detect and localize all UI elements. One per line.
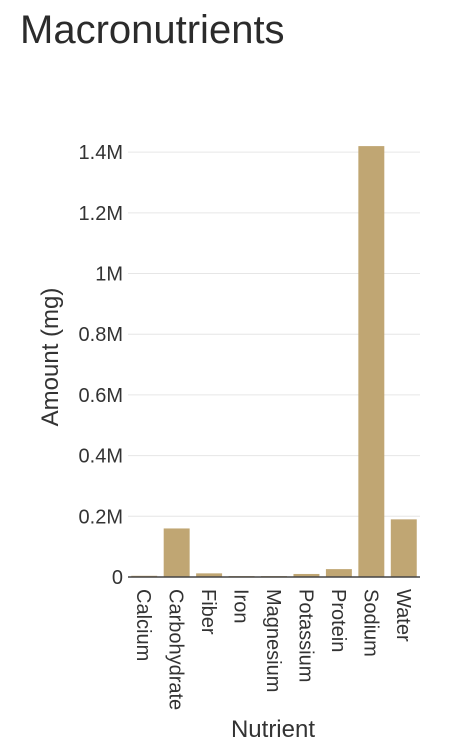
x-axis-title: Nutrient — [231, 716, 315, 743]
x-tick-label: Sodium — [359, 589, 381, 657]
y-tick-label: 0.6M — [79, 385, 123, 407]
bar-water[interactable] — [390, 519, 417, 577]
y-tick-label: 0.8M — [79, 324, 123, 346]
x-tick-label: Water — [392, 589, 414, 642]
y-tick-label: 0.2M — [79, 506, 123, 528]
bar-carbohydrate[interactable] — [163, 528, 190, 577]
x-tick-label: Calcium — [132, 589, 154, 661]
y-tick-label: 1M — [95, 264, 123, 286]
bar-fiber[interactable] — [196, 573, 223, 577]
y-tick-label: 1.4M — [79, 142, 123, 164]
y-tick-label: 0.4M — [79, 446, 123, 468]
tick-labels: 0 0.2M 0.4M 0.6M 0.8M 1M 1.2M 1.4M Calcium Carboh… — [79, 142, 414, 710]
y-axis-title: Amount (mg) — [37, 288, 64, 427]
bar-sodium[interactable] — [358, 146, 385, 577]
bars — [131, 146, 417, 577]
y-tick-label: 1.2M — [79, 203, 123, 225]
x-tick-label: Carbohydrate — [165, 589, 187, 710]
bar-potassium[interactable] — [293, 573, 320, 577]
x-tick-label: Potassium — [294, 589, 316, 682]
x-tick-label: Magnesium — [262, 589, 284, 692]
y-tick-label: 0 — [112, 567, 123, 589]
x-tick-label: Iron — [230, 589, 252, 623]
bar-protein[interactable] — [325, 569, 352, 577]
page-title: Macronutrients — [20, 8, 285, 52]
x-tick-label: Fiber — [197, 589, 219, 635]
x-tick-label: Protein — [327, 589, 349, 652]
